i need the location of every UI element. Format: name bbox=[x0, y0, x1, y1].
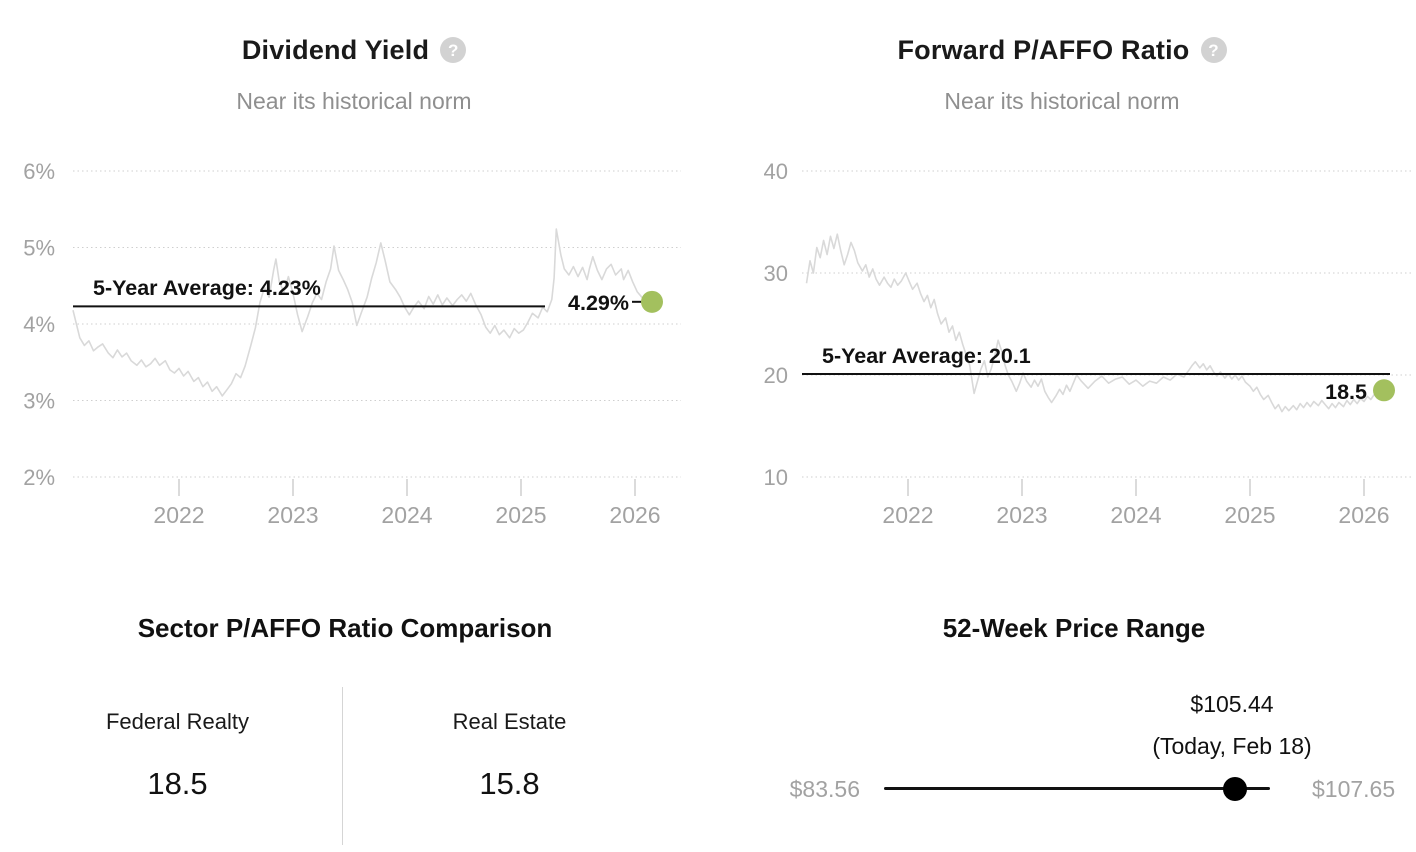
x-axis-label: 2023 bbox=[996, 502, 1047, 528]
dividend-yield-subtitle: Near its historical norm bbox=[236, 88, 472, 114]
series-line bbox=[72, 228, 650, 397]
comparison-column-label: Real Estate bbox=[452, 709, 567, 734]
average-label: 5-Year Average: 20.1 bbox=[822, 344, 1031, 368]
x-axis-label: 2026 bbox=[1338, 502, 1389, 528]
current-value-dot bbox=[1373, 379, 1395, 402]
price-range-title: 52-Week Price Range bbox=[942, 613, 1206, 643]
range-high-price: $107.65 bbox=[1312, 776, 1396, 802]
y-axis-label: 2% bbox=[23, 465, 55, 490]
y-axis-label: 20 bbox=[764, 363, 788, 388]
column-divider bbox=[342, 687, 343, 845]
x-axis-label: 2022 bbox=[153, 502, 204, 528]
dividend-yield-title: Dividend Yield bbox=[241, 34, 430, 65]
y-axis-label: 40 bbox=[764, 159, 788, 184]
current-value-dot bbox=[641, 290, 663, 313]
y-axis-label: 10 bbox=[764, 465, 788, 490]
x-axis-label: 2025 bbox=[1224, 502, 1275, 528]
range-low-price: $83.56 bbox=[789, 776, 860, 802]
x-axis-label: 2022 bbox=[882, 502, 933, 528]
y-axis-label: 6% bbox=[23, 159, 55, 184]
current-price-date: (Today, Feb 18) bbox=[1152, 733, 1312, 759]
y-axis-label: 30 bbox=[764, 261, 788, 286]
y-axis-label: 4% bbox=[23, 312, 55, 337]
series-line bbox=[805, 233, 1380, 413]
current-price: $105.44 bbox=[1190, 691, 1274, 717]
help-icon[interactable]: ? bbox=[440, 37, 467, 63]
dividend-yield-header: Dividend Yield ? bbox=[0, 32, 708, 68]
x-axis-label: 2026 bbox=[609, 502, 660, 528]
x-axis-label: 2025 bbox=[495, 502, 546, 528]
current-value-label: 18.5 bbox=[1325, 380, 1367, 404]
x-axis-label: 2024 bbox=[1110, 502, 1161, 528]
forward-paffo-header: Forward P/AFFO Ratio ? bbox=[708, 32, 1416, 68]
help-icon[interactable]: ? bbox=[1200, 37, 1227, 63]
comparison-column-value: 18.5 bbox=[147, 766, 208, 801]
x-axis-label: 2023 bbox=[267, 502, 318, 528]
forward-paffo-subtitle: Near its historical norm bbox=[944, 88, 1180, 114]
y-axis-label: 5% bbox=[23, 236, 55, 261]
y-axis-label: 3% bbox=[23, 389, 55, 414]
comparison-column-label: Federal Realty bbox=[105, 709, 250, 734]
current-value-label: 4.29% bbox=[568, 291, 629, 315]
current-price-marker bbox=[1222, 776, 1247, 801]
forward-paffo-title: Forward P/AFFO Ratio bbox=[897, 34, 1190, 65]
comparison-column-value: 15.8 bbox=[479, 766, 540, 801]
x-axis-label: 2024 bbox=[381, 502, 432, 528]
sector-comparison-title: Sector P/AFFO Ratio Comparison bbox=[137, 613, 553, 643]
price-range-track bbox=[884, 787, 1270, 790]
average-label: 5-Year Average: 4.23% bbox=[93, 276, 321, 300]
